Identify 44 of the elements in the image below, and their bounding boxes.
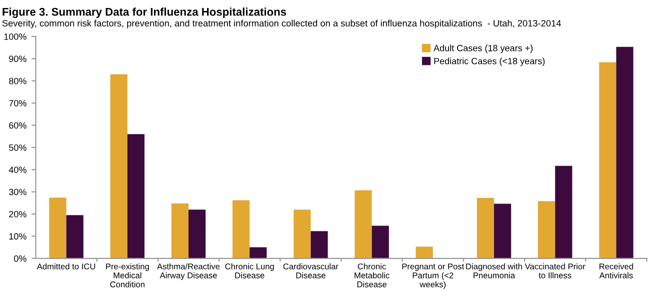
bar (354, 190, 372, 258)
chart-subtitle: Severity, common risk factors, prevention, and treatment information collected on a subset of influenza hospitalizations - Utah, 2013-2014 (2, 20, 561, 28)
y-tick-label: 40% (8, 166, 26, 173)
x-tick-label: Admitted to ICU (36, 263, 96, 270)
y-tick-label: 50% (9, 144, 26, 151)
bar (599, 62, 616, 258)
x-tick-label: Pre-existing Medical Condition (106, 263, 149, 288)
y-tick-label: 70% (9, 100, 26, 106)
bar (171, 203, 188, 258)
y-tick-label: 30% (9, 188, 26, 196)
bar (494, 204, 512, 258)
bar (294, 210, 311, 258)
bar (49, 198, 66, 258)
bar (476, 198, 494, 258)
legend-label: Adult Cases (18 years +) (434, 44, 533, 54)
x-tick-label: Cardiovascular Disease (283, 263, 338, 278)
bar (66, 215, 84, 258)
bar (232, 200, 250, 258)
y-tick-label: 10% (9, 233, 26, 240)
y-tick-label: 80% (9, 78, 26, 84)
legend-label: Pediatric Cases (<18 years) (434, 58, 545, 66)
x-tick-label: Received Antivirals (599, 263, 634, 278)
x-tick-label: Asthma/Reactive Airway Disease (157, 263, 220, 280)
x-tick-label: Vaccinated Prior to Illness (524, 263, 586, 278)
bar (188, 210, 206, 258)
y-tick-label: 90% (9, 56, 26, 62)
x-tick-label: Diagnosed with Pneumonia (466, 263, 522, 278)
bar (555, 166, 572, 258)
bar (416, 246, 433, 258)
x-tick-label: Pregnant or Post Partum (<2 weeks) (402, 264, 464, 289)
bar (127, 134, 145, 258)
x-tick-label: Chronic Metabolic Disease (354, 263, 390, 288)
bar (538, 201, 556, 258)
y-tick-label: 20% (9, 210, 26, 218)
bar (372, 226, 389, 258)
y-tick-label: 60% (9, 122, 26, 129)
bar (250, 247, 267, 258)
y-tick-label: 100% (4, 33, 26, 40)
bar (110, 74, 128, 258)
y-tick-label: 0% (14, 255, 26, 262)
bar (616, 46, 634, 258)
x-tick-label: Chronic Lung Disease (225, 263, 274, 278)
chart-title: Figure 3. Summary Data for Influenza Hospitalizations (2, 8, 286, 18)
bar (310, 231, 328, 258)
